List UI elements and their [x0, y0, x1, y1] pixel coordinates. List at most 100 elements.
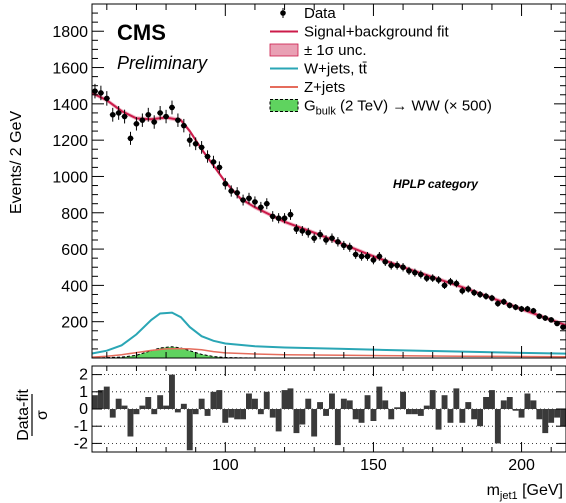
legend-fill: [269, 99, 299, 112]
ratio-y-tick-label: 1: [79, 384, 88, 401]
ratio-bar: [400, 391, 406, 409]
data-point: [328, 233, 335, 243]
main-frame: [91, 3, 566, 359]
legend-band: [269, 43, 299, 57]
ratio-bar: [512, 409, 519, 411]
y-tick-label: 1400: [52, 97, 88, 114]
x-tick-label: 200: [508, 457, 535, 474]
legend-label: Signal+background fit: [304, 24, 450, 41]
ratio-bar: [465, 402, 472, 409]
data-point: [417, 270, 424, 279]
ratio-bar: [494, 409, 501, 444]
ratio-bar: [471, 409, 478, 420]
ratio-bar: [234, 409, 241, 420]
legend-item: Gbulk (2 TeV) → WW (× 500): [269, 98, 492, 118]
data-point: [163, 109, 170, 124]
ratio-bar: [305, 398, 312, 409]
ratio-bar: [186, 409, 193, 451]
data-point: [524, 305, 531, 313]
zjets-line: [91, 347, 566, 358]
ratio-bar: [441, 395, 448, 409]
data-point: [121, 109, 128, 124]
data-point: [192, 137, 199, 151]
ratio-bar: [447, 409, 454, 423]
ratio-bar: [115, 398, 122, 409]
ratio-bar: [412, 409, 418, 415]
ratio-bar: [97, 390, 104, 409]
data-point: [352, 250, 359, 259]
data-point: [388, 261, 395, 270]
data-point: [411, 268, 418, 277]
ratio-bar: [477, 409, 483, 427]
y-tick-label: 1200: [52, 133, 88, 150]
data-point: [287, 209, 294, 220]
data-point: [334, 237, 341, 247]
ratio-bar: [228, 409, 235, 418]
ratio-bar: [133, 409, 140, 415]
legend-label: ± 1σ unc.: [304, 42, 367, 59]
data-point: [500, 298, 507, 305]
ratio-y-tick-label: -1: [74, 418, 88, 435]
data-point: [358, 251, 365, 261]
data-point: [459, 287, 466, 295]
y-tick-label: 1000: [52, 169, 88, 186]
legend-item: ± 1σ unc.: [269, 42, 367, 59]
data-point: [234, 187, 241, 199]
y-tick-label: 800: [61, 206, 88, 223]
data-point: [139, 113, 146, 127]
data-point: [281, 213, 288, 224]
data-point: [305, 227, 312, 238]
data-point: [198, 141, 205, 154]
ratio-bar: [352, 409, 359, 420]
data-point: [518, 305, 525, 313]
experiment-label: CMS: [117, 20, 166, 45]
ratio-y-numerator: Data-fit: [15, 389, 32, 441]
ratio-bar: [163, 405, 169, 409]
data-point: [323, 235, 330, 245]
data-point: [376, 251, 383, 261]
ratio-bar: [216, 390, 223, 409]
status-label: Preliminary: [117, 53, 208, 73]
ratio-bar: [548, 409, 555, 423]
ratio-bar: [287, 388, 294, 409]
ratio-bar: [500, 400, 507, 409]
y-tick-label: 400: [61, 278, 88, 295]
ratio-bar: [293, 409, 300, 434]
ratio-bar: [417, 409, 424, 416]
data-point: [317, 229, 324, 240]
y-tick-label: 1600: [52, 61, 88, 78]
data-point: [394, 261, 401, 270]
data-point: [494, 300, 501, 307]
data-point: [548, 317, 555, 323]
data-point: [115, 106, 122, 120]
data-points: [91, 83, 566, 330]
ratio-bar: [246, 393, 252, 409]
main-y-axis-label: Events/ 2 GeV: [8, 111, 25, 214]
zjets-curve: [91, 347, 566, 358]
ratio-bar: [346, 400, 353, 409]
data-point: [423, 274, 430, 282]
ratio-bar: [459, 409, 466, 423]
ratio-bar: [311, 409, 318, 437]
legend-item: Z+jets: [270, 79, 345, 96]
wjets-curve: [91, 311, 566, 355]
ratio-bar: [364, 395, 371, 409]
data-point: [488, 294, 495, 302]
ratio-bar: [423, 405, 430, 409]
ratio-bar: [299, 409, 306, 425]
ratio-y-tick-label: 2: [79, 367, 88, 384]
y-tick-label: 1800: [52, 24, 88, 41]
ratio-bar: [180, 403, 187, 409]
y-tick-label: 600: [61, 242, 88, 259]
data-point: [210, 155, 217, 169]
uncertainty-band: [92, 90, 566, 328]
ratio-bar: [157, 395, 164, 409]
main-y-axis: 200 400 600 800 1000 1200 1400 1600 1800: [52, 3, 566, 350]
x-tick-label: 100: [212, 457, 239, 474]
ratio-bar: [370, 409, 377, 421]
category-label: HPLP category: [393, 177, 479, 191]
data-point: [429, 274, 436, 282]
ratio-bar: [340, 398, 347, 409]
data-point: [536, 313, 543, 320]
